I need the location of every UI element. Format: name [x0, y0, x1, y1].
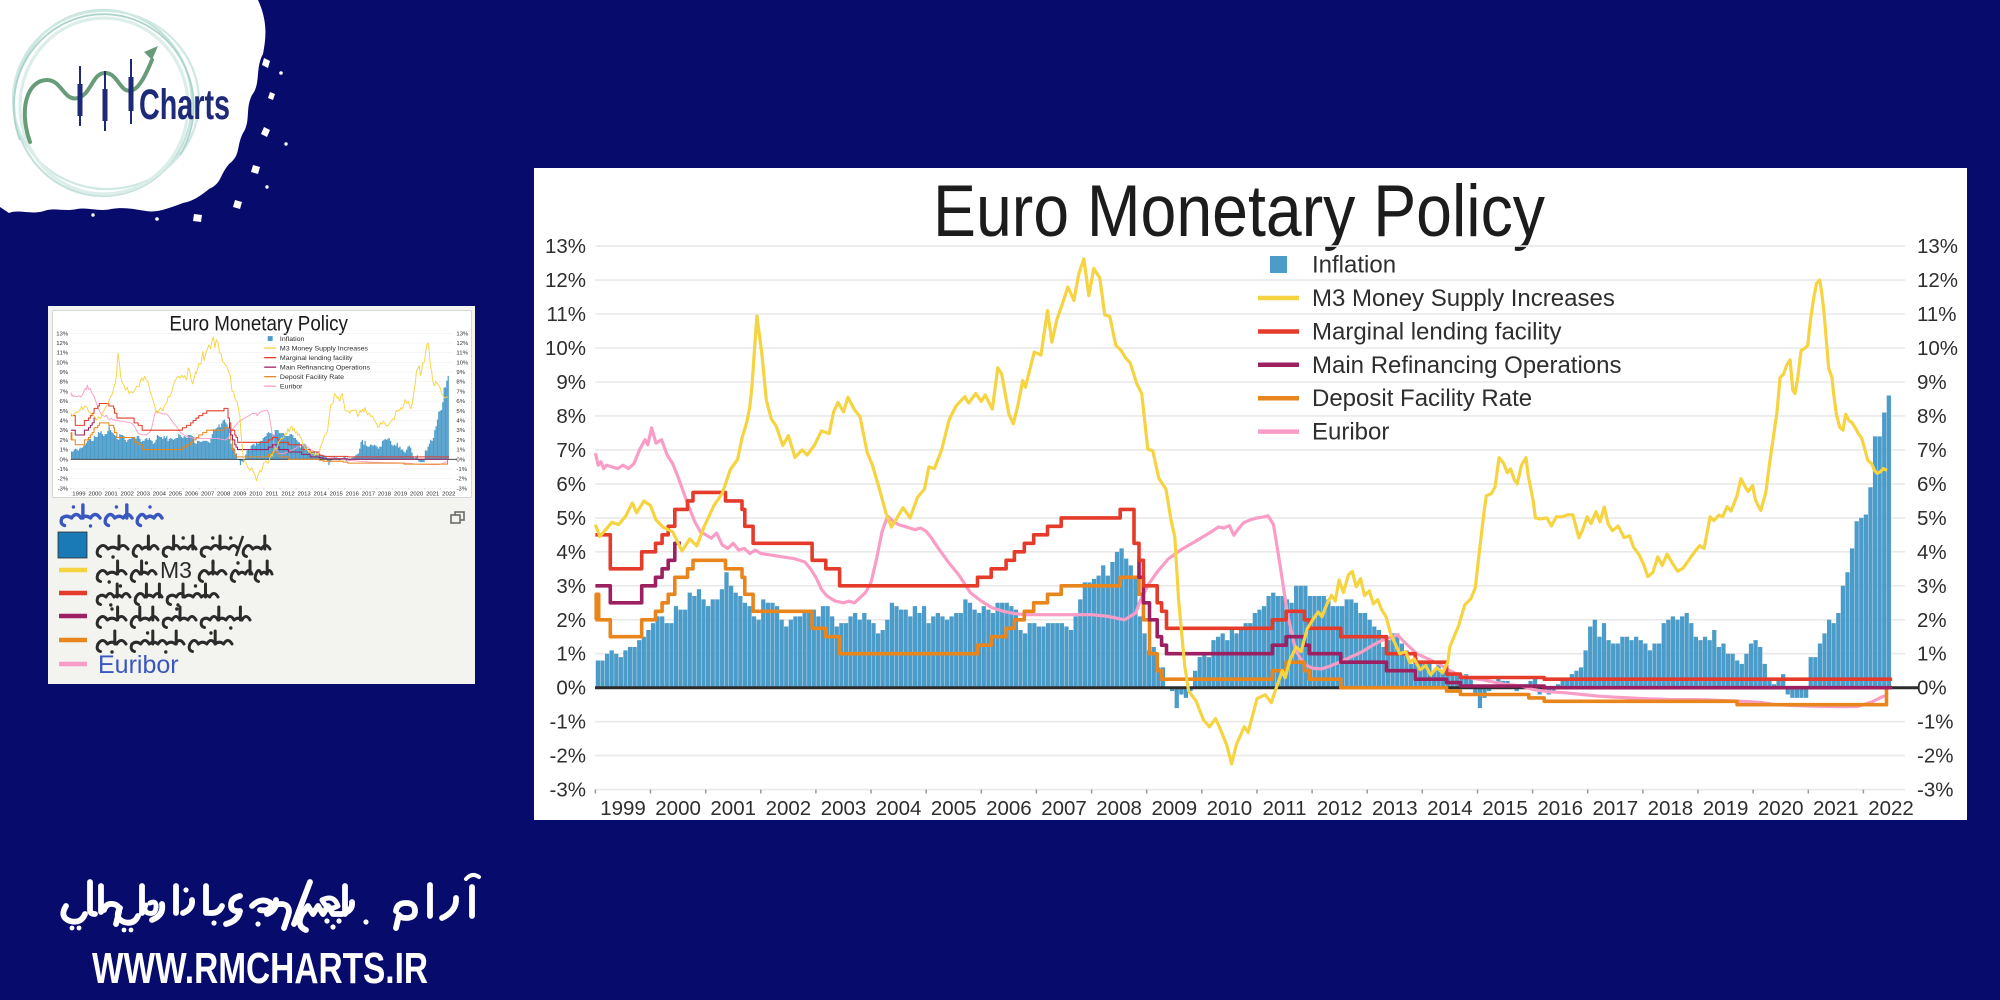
svg-text:12%: 12% — [545, 269, 586, 292]
svg-text:2020: 2020 — [1758, 797, 1804, 820]
svg-text:2013: 2013 — [1372, 797, 1418, 820]
svg-text:5%: 5% — [1917, 507, 1947, 530]
svg-text:Euribor: Euribor — [1312, 419, 1389, 446]
svg-text:3%: 3% — [1917, 575, 1947, 598]
svg-text:2012: 2012 — [1317, 797, 1363, 820]
svg-text:-1%: -1% — [550, 711, 586, 734]
svg-text:-3%: -3% — [550, 779, 586, 802]
svg-text:10%: 10% — [1917, 337, 1958, 360]
svg-text:2%: 2% — [556, 609, 586, 632]
svg-text:2010: 2010 — [1207, 797, 1253, 820]
svg-text:0%: 0% — [1917, 677, 1947, 700]
svg-text:-2%: -2% — [550, 745, 586, 768]
svg-text:WWW.RMCHARTS.IR: WWW.RMCHARTS.IR — [92, 944, 428, 993]
svg-text:6%: 6% — [556, 473, 586, 496]
svg-text:Charts: Charts — [139, 81, 230, 129]
svg-text:0%: 0% — [556, 677, 586, 700]
svg-text:2005: 2005 — [931, 797, 977, 820]
svg-text:2006: 2006 — [986, 797, 1032, 820]
svg-text:2000: 2000 — [655, 797, 701, 820]
svg-text:11%: 11% — [546, 303, 586, 326]
svg-text:2%: 2% — [1917, 609, 1947, 632]
svg-text:2017: 2017 — [1592, 797, 1638, 820]
svg-text:Marginal lending facility: Marginal lending facility — [1312, 319, 1561, 346]
svg-text:2016: 2016 — [1537, 797, 1583, 820]
svg-text:12%: 12% — [1917, 269, 1958, 292]
svg-text:2003: 2003 — [821, 797, 867, 820]
svg-text:-2%: -2% — [1917, 745, 1953, 768]
svg-text:Euro Monetary Policy: Euro Monetary Policy — [933, 171, 1545, 252]
svg-text:Main Refinancing Operations: Main Refinancing Operations — [1312, 352, 1622, 379]
svg-text:2022: 2022 — [1868, 797, 1914, 820]
svg-text:9%: 9% — [556, 371, 586, 394]
svg-text:2019: 2019 — [1703, 797, 1749, 820]
svg-text:8%: 8% — [556, 405, 586, 428]
svg-text:13%: 13% — [1917, 235, 1958, 258]
svg-text:3%: 3% — [556, 575, 586, 598]
svg-text:1%: 1% — [556, 643, 586, 666]
svg-text:1%: 1% — [1917, 643, 1947, 666]
svg-text:13%: 13% — [545, 235, 586, 258]
svg-text:M3: M3 — [160, 557, 192, 583]
svg-text:5%: 5% — [556, 507, 586, 530]
svg-text:Deposit Facility Rate: Deposit Facility Rate — [1312, 385, 1532, 412]
svg-text:2001: 2001 — [710, 797, 756, 820]
svg-text:11%: 11% — [1917, 303, 1957, 326]
svg-text:8%: 8% — [1917, 405, 1947, 428]
svg-text:1999: 1999 — [600, 797, 646, 820]
svg-text:2004: 2004 — [876, 797, 922, 820]
svg-text:7%: 7% — [1917, 439, 1947, 462]
svg-text:2014: 2014 — [1427, 797, 1473, 820]
svg-text:2018: 2018 — [1648, 797, 1694, 820]
svg-text:M3 Money Supply Increases: M3 Money Supply Increases — [1312, 285, 1615, 312]
svg-text:Euribor: Euribor — [98, 651, 179, 679]
svg-text:-3%: -3% — [1917, 779, 1953, 802]
svg-text:2008: 2008 — [1096, 797, 1142, 820]
svg-text:4%: 4% — [1917, 541, 1947, 564]
svg-text:7%: 7% — [556, 439, 586, 462]
svg-text:2021: 2021 — [1813, 797, 1859, 820]
svg-text:2007: 2007 — [1041, 797, 1087, 820]
svg-text:9%: 9% — [1917, 371, 1947, 394]
svg-text:2011: 2011 — [1262, 797, 1306, 820]
svg-text:2009: 2009 — [1151, 797, 1197, 820]
svg-text:4%: 4% — [556, 541, 586, 564]
svg-text:-1%: -1% — [1917, 711, 1953, 734]
svg-text:Inflation: Inflation — [1312, 252, 1396, 279]
svg-text:6%: 6% — [1917, 473, 1947, 496]
svg-text:2015: 2015 — [1482, 797, 1528, 820]
svg-text:10%: 10% — [545, 337, 586, 360]
svg-text:2002: 2002 — [766, 797, 812, 820]
